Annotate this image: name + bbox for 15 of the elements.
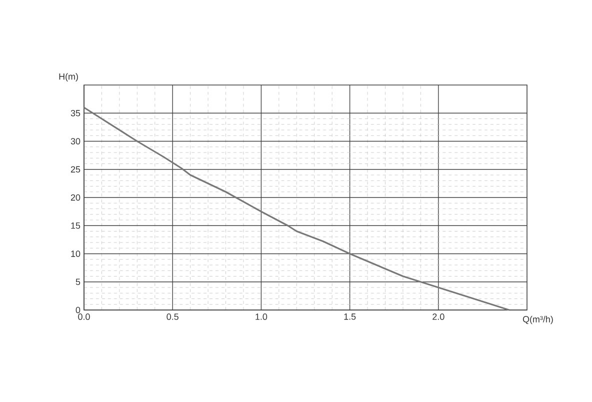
x-tick-label: 0.5 xyxy=(166,314,178,320)
y-tick-label: 15 xyxy=(71,222,80,229)
y-tick-label: 5 xyxy=(76,278,80,286)
x-axis-title: Q(m³/h) xyxy=(522,316,553,324)
y-tick-label: 25 xyxy=(70,166,80,173)
x-tick-label: 2.0 xyxy=(432,314,444,320)
x-tick-label: 1.5 xyxy=(344,314,356,320)
y-tick-label: 10 xyxy=(71,250,80,257)
y-tick-label: 35 xyxy=(70,110,80,116)
x-tick-label: 1.0 xyxy=(256,314,268,320)
y-tick-label: 0 xyxy=(76,306,80,314)
y-tick-label: 20 xyxy=(70,194,80,201)
x-tick-label: 0.0 xyxy=(78,314,90,320)
y-axis-title: H(m) xyxy=(59,73,78,82)
y-tick-label: 30 xyxy=(70,138,80,144)
